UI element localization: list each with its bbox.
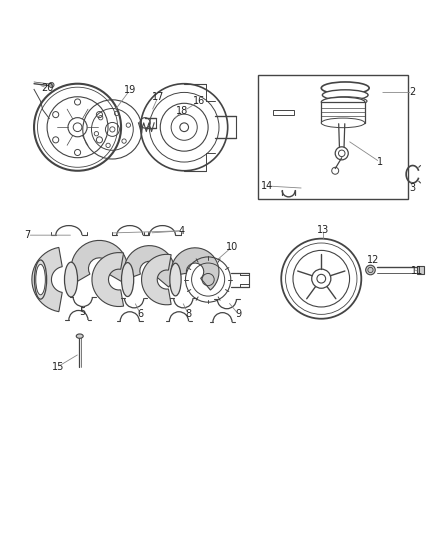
Text: 5: 5 [79,307,85,317]
Text: 12: 12 [367,255,380,265]
Text: 4: 4 [179,226,185,236]
Circle shape [49,83,54,87]
Polygon shape [92,253,124,306]
Ellipse shape [64,262,78,297]
Text: 6: 6 [138,309,144,319]
Polygon shape [171,248,219,290]
Ellipse shape [36,264,46,295]
Text: 8: 8 [185,309,191,319]
Ellipse shape [321,97,365,107]
Text: 2: 2 [410,87,416,98]
Ellipse shape [170,263,181,296]
Text: 13: 13 [317,224,329,235]
Ellipse shape [35,260,47,299]
Text: 7: 7 [25,230,31,240]
Text: 20: 20 [41,83,53,93]
Text: 14: 14 [261,181,273,191]
Bar [417,265,424,274]
Text: 15: 15 [52,361,64,372]
Ellipse shape [76,334,83,338]
Ellipse shape [339,150,345,157]
Text: 10: 10 [226,242,238,252]
Ellipse shape [121,263,134,296]
Polygon shape [124,246,175,287]
Bar [321,102,365,123]
Ellipse shape [323,97,367,106]
Ellipse shape [321,82,369,94]
Ellipse shape [322,90,368,100]
Text: 9: 9 [236,309,242,319]
Circle shape [366,265,375,275]
Text: 1: 1 [377,157,383,167]
Polygon shape [32,247,62,312]
Bar [258,75,408,199]
Polygon shape [71,240,127,283]
Text: 16: 16 [193,96,205,106]
Ellipse shape [335,147,348,160]
Polygon shape [141,254,171,305]
Ellipse shape [321,118,365,128]
Text: 17: 17 [152,92,164,102]
Bar [273,110,294,116]
Text: 11: 11 [411,266,423,276]
Text: 3: 3 [410,183,416,193]
Text: 19: 19 [124,85,136,95]
Text: 18: 18 [176,106,188,116]
